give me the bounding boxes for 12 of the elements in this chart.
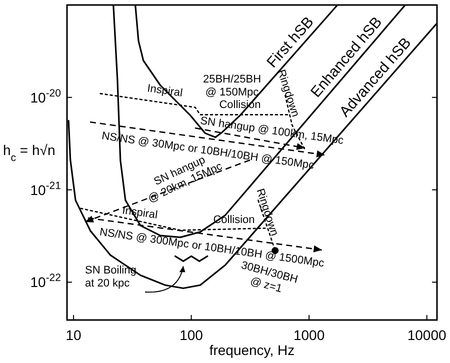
annotation: Inspiral — [121, 204, 158, 222]
y-tick-label: 10$^{-21}$ — [30, 180, 62, 198]
annotation: 25BH/25BH @ 150Mpc — [202, 74, 262, 98]
x-tick-label: 10 — [66, 327, 82, 343]
x-tick-label: 100 — [180, 327, 204, 343]
y-tick-label: 10$^{-22}$ — [30, 272, 62, 290]
y-tick-label: 10$^{-20}$ — [30, 87, 62, 106]
x-tick-label: 10000 — [407, 327, 447, 343]
x-axis-title: frequency, Hz — [209, 342, 295, 358]
y-axis-title: h$_{c}$ = h√n — [3, 142, 56, 164]
x-tick-label: 1000 — [293, 327, 325, 343]
annotation: Inspiral — [146, 82, 184, 100]
